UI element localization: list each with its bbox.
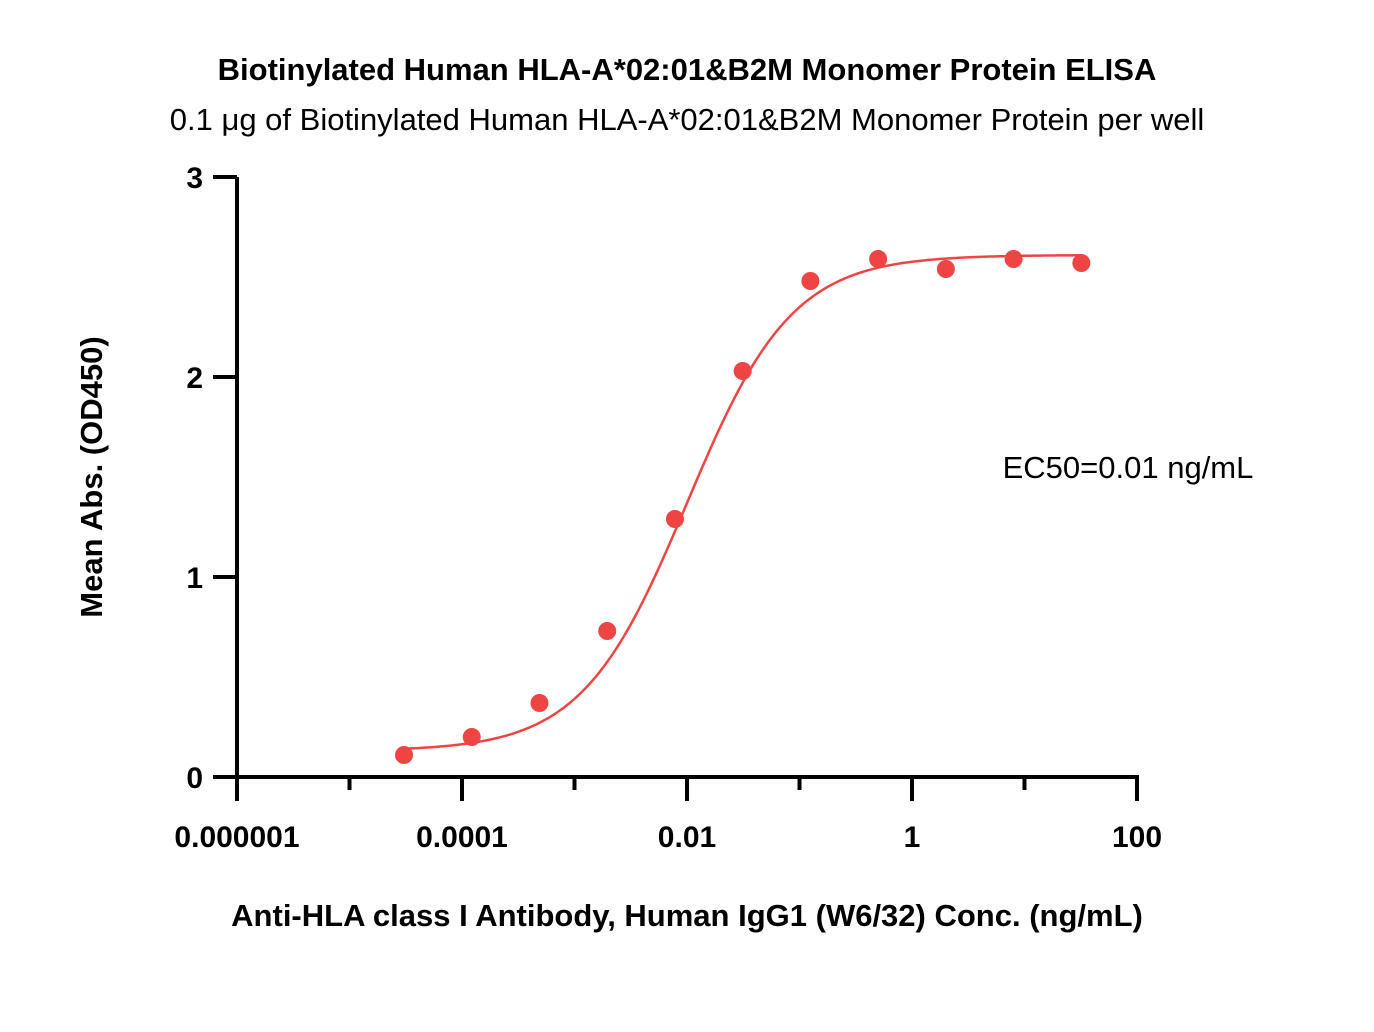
data-point bbox=[462, 728, 481, 746]
x-axis-ticks: 0.000001 0.0001 0.01 1 100 bbox=[174, 777, 1162, 854]
y-tick-label: 1 bbox=[186, 562, 203, 595]
x-tick-label: 100 bbox=[1112, 821, 1162, 854]
x-tick-label: 1 bbox=[904, 821, 921, 854]
data-point bbox=[665, 510, 684, 528]
data-point bbox=[869, 250, 888, 268]
data-point bbox=[1004, 250, 1023, 268]
x-tick-label: 0.0001 bbox=[416, 821, 508, 854]
data-point bbox=[733, 362, 752, 380]
data-point bbox=[530, 694, 549, 712]
data-point bbox=[801, 272, 820, 290]
y-tick-label: 0 bbox=[186, 762, 203, 795]
chart-subtitle: 0.1 μg of Biotinylated Human HLA-A*02:01… bbox=[170, 102, 1205, 137]
x-tick-label: 0.01 bbox=[658, 821, 716, 854]
data-points bbox=[395, 250, 1091, 764]
data-point bbox=[395, 746, 414, 764]
data-point bbox=[598, 622, 617, 640]
x-tick-label: 0.000001 bbox=[174, 821, 299, 854]
chart-title: Biotinylated Human HLA-A*02:01&B2M Monom… bbox=[218, 52, 1157, 87]
data-point bbox=[936, 260, 955, 278]
y-tick-label: 2 bbox=[186, 362, 203, 395]
ec50-annotation: EC50=0.01 ng/mL bbox=[1003, 450, 1254, 485]
fit-curve bbox=[403, 254, 1082, 750]
y-tick-label: 3 bbox=[186, 162, 203, 195]
y-axis-ticks: 0 1 2 3 bbox=[186, 162, 237, 795]
data-point bbox=[1072, 254, 1091, 272]
y-axis-label: Mean Abs. (OD450) bbox=[74, 336, 109, 617]
x-axis-label: Anti-HLA class I Antibody, Human IgG1 (W… bbox=[231, 898, 1143, 933]
